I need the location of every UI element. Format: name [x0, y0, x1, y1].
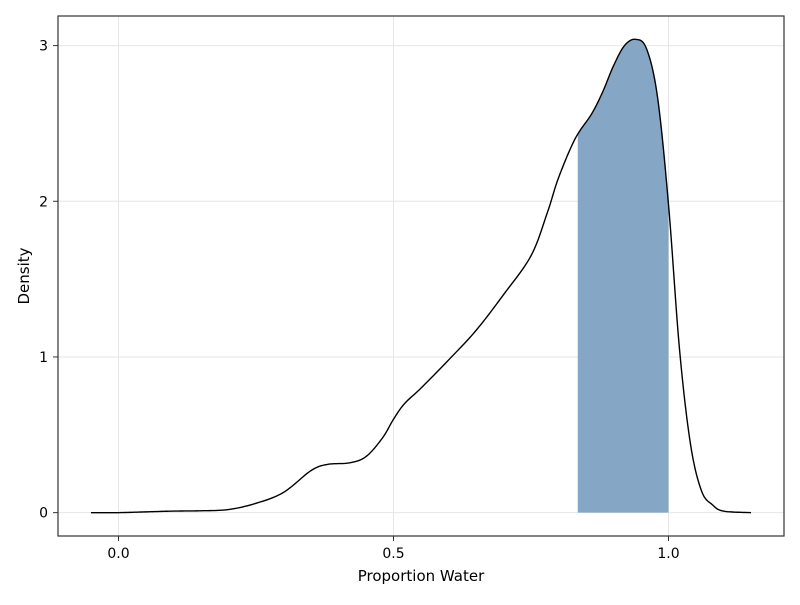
- x-tick-label: 1.0: [657, 546, 679, 562]
- tick-layer: 0.0 0.5 1.0 0 1 2 3: [39, 39, 680, 562]
- plot-frame: [57, 15, 785, 537]
- grid-layer: [58, 16, 784, 536]
- y-tick-label: 0: [39, 506, 48, 522]
- y-axis-label: Density: [15, 247, 33, 304]
- x-tick-label: 0.5: [382, 546, 404, 562]
- shaded-interval-area: [577, 39, 669, 513]
- y-tick-label: 1: [39, 350, 48, 366]
- y-tick-label: 2: [39, 194, 48, 210]
- density-curve: [91, 38, 752, 514]
- y-tick-label: 3: [39, 39, 48, 55]
- x-tick-label: 0.0: [107, 546, 129, 562]
- x-axis-label: Proportion Water: [358, 567, 485, 585]
